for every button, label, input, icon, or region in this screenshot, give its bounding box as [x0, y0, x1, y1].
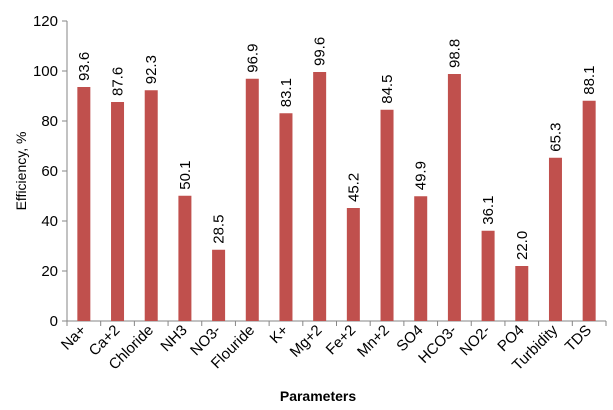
data-label: 22.0: [514, 231, 531, 260]
y-tick-label: 120: [33, 13, 58, 30]
data-label: 96.9: [244, 44, 261, 73]
bar: [515, 266, 529, 321]
y-tick-label: 80: [41, 113, 58, 130]
x-tick-label: NO2-: [457, 322, 494, 359]
y-tick-label: 0: [50, 313, 58, 330]
data-label: 45.2: [345, 173, 362, 202]
y-tick-label: 40: [41, 213, 58, 230]
y-tick-label: 20: [41, 263, 58, 280]
data-label: 50.1: [177, 161, 194, 190]
bar: [548, 157, 562, 321]
bar: [77, 87, 91, 321]
bars: [77, 72, 596, 321]
data-label: 36.1: [480, 196, 497, 225]
bar: [178, 195, 192, 321]
data-label: 92.3: [143, 55, 160, 84]
bar: [245, 78, 259, 321]
y-tick-label: 100: [33, 63, 58, 80]
data-label: 93.6: [76, 52, 93, 81]
x-tick-label: TDS: [562, 322, 595, 355]
bar: [582, 100, 596, 321]
bar: [212, 249, 226, 321]
y-axis-title: Efficiency, %: [13, 132, 29, 211]
y-axis: 0 20 40 60 80 100 120: [33, 13, 68, 330]
data-label: 99.6: [312, 37, 329, 66]
bar: [346, 208, 360, 321]
data-label: 28.5: [211, 215, 228, 244]
bar: [414, 196, 428, 321]
x-tick-label: Na+: [58, 322, 90, 354]
data-label: 84.5: [379, 75, 396, 104]
data-label: 87.6: [110, 67, 127, 96]
data-label: 88.1: [581, 66, 598, 95]
bar: [380, 109, 394, 321]
bar: [481, 230, 495, 321]
x-tick-label: Mg+2: [287, 322, 326, 361]
bar: [279, 113, 293, 321]
bar: [447, 74, 461, 321]
bar: [111, 102, 125, 321]
bar: [313, 72, 327, 321]
x-tick-label: Mn+2: [354, 322, 393, 361]
data-label: 65.3: [547, 123, 564, 152]
x-tick-label: HCO3-: [415, 322, 460, 367]
data-labels: 93.6 87.6 92.3 50.1 28.5 96.9 83.1 99.6 45.2 84.5…: [76, 37, 598, 260]
x-tick-label: Fe+2: [323, 322, 359, 358]
data-label: 49.9: [413, 161, 430, 190]
y-tick-label: 60: [41, 163, 58, 180]
data-label: 83.1: [278, 78, 295, 107]
x-tick-label: NH3: [157, 322, 190, 355]
bar: [144, 90, 158, 321]
data-label: 98.8: [446, 39, 463, 68]
x-axis-title: Parameters: [280, 388, 356, 404]
x-tick-label: K+: [267, 322, 292, 347]
